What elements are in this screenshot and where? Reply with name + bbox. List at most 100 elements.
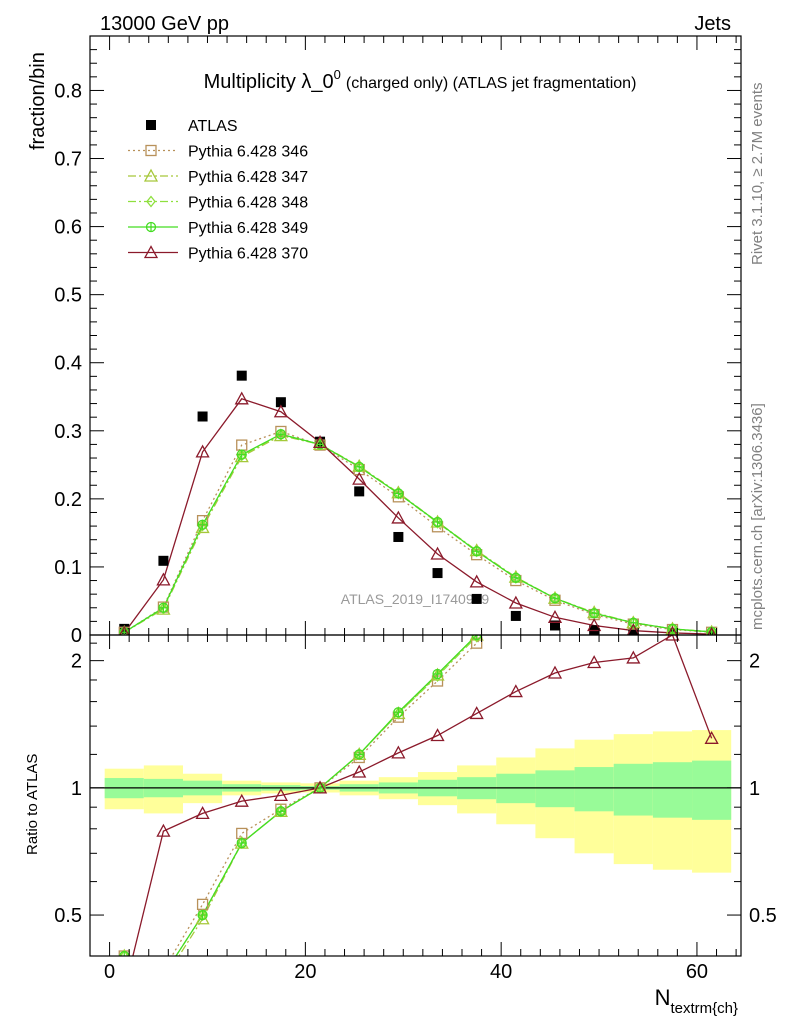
main-point-series-5 <box>195 444 210 458</box>
x-tick-label: 20 <box>294 961 316 983</box>
main-point-series-5 <box>547 609 563 623</box>
ratio-y-tick-label-left: 2 <box>71 651 82 673</box>
legend-entry-series-2: Pythia 6.428 347 <box>128 168 308 186</box>
ratio-point-series-5 <box>195 806 210 820</box>
main-point-series-5 <box>430 546 445 560</box>
ratio-band-inner <box>535 770 575 808</box>
main-point-series-4 <box>432 516 443 528</box>
main-ylabel: fraction/bin <box>27 52 49 150</box>
ratio-line-series-5 <box>132 635 713 956</box>
legend-marker <box>146 195 156 208</box>
main-point-series-0 <box>275 397 286 408</box>
main-point-series-5 <box>391 510 406 524</box>
legend-label: Pythia 6.428 348 <box>188 195 308 212</box>
main-point-series-5 <box>707 626 717 635</box>
ratio-uncertainty-bands <box>104 730 732 873</box>
ratio-point-series-4 <box>275 806 287 817</box>
main-point-series-3 <box>706 625 717 635</box>
ratio-point-series-5 <box>234 793 249 807</box>
ratio-point-series-3 <box>471 635 482 643</box>
ratio-band-inner <box>574 767 614 812</box>
main-point-series-3 <box>276 428 286 441</box>
main-point-series-0 <box>628 627 639 635</box>
main-line-series-4 <box>123 433 712 633</box>
x-axis-label: Ntextrm{ch} <box>655 985 738 1017</box>
main-point-series-0 <box>393 531 404 542</box>
ratio-point-series-4 <box>354 749 365 760</box>
legend-marker <box>143 168 159 182</box>
legend-entry-series-0: ATLAS <box>146 118 238 135</box>
legend-label: Pythia 6.428 347 <box>188 169 308 186</box>
ratio-point-series-5 <box>665 635 680 641</box>
main-point-series-3 <box>236 449 247 462</box>
main-y-tick-label: 0.7 <box>54 149 82 171</box>
main-point-series-4 <box>393 488 404 499</box>
main-point-series-5 <box>667 625 678 635</box>
ratio-point-series-4 <box>432 668 443 680</box>
main-y-tick-label: 0 <box>71 625 82 647</box>
ratio-line-series-1 <box>124 635 485 956</box>
main-y-tick-label: 0.1 <box>54 557 82 579</box>
ratio-band-inner <box>652 762 693 818</box>
main-y-tick-label: 0.5 <box>54 285 82 307</box>
x-tick-label: 0 <box>104 961 115 983</box>
main-y-tick-label: 0.4 <box>54 353 82 375</box>
main-point-series-5 <box>312 435 328 449</box>
main-point-series-5 <box>508 595 523 609</box>
main-point-series-0 <box>550 620 560 631</box>
legend-marker <box>143 245 159 259</box>
main-axis-ticks: 0 0.1 0.2 0.3 0.4 0.5 0.6 0.7 0.8 <box>54 49 741 647</box>
ratio-point-series-5 <box>508 684 523 698</box>
ratio-y-tick-label-left: 0.5 <box>54 905 82 927</box>
ratio-point-series-5 <box>312 780 328 794</box>
ratio-line-series-2 <box>124 635 478 956</box>
main-series-markers <box>118 370 718 635</box>
main-y-tick-label: 0.3 <box>54 421 82 443</box>
main-y-tick-label: 0.6 <box>54 217 82 239</box>
main-point-series-3 <box>158 602 169 615</box>
main-point-series-5 <box>352 471 367 485</box>
ratio-point-series-5 <box>430 728 445 742</box>
ratio-series-lines <box>124 635 713 956</box>
main-point-series-0 <box>158 555 169 566</box>
x-axis-label-sub: textrm{ch} <box>670 1000 738 1017</box>
ratio-point-series-5 <box>352 764 367 778</box>
main-point-series-5 <box>587 618 602 632</box>
ratio-y-tick-label-right: 0.5 <box>749 905 777 927</box>
ratio-point-series-5 <box>704 730 719 744</box>
main-point-series-0 <box>354 486 365 497</box>
main-point-series-4 <box>275 429 287 440</box>
main-point-series-4 <box>354 461 365 473</box>
ratio-point-series-5 <box>469 706 484 720</box>
ratio-axis-ticks: 0.5 0.5 1 1 2 2 <box>54 642 777 927</box>
main-point-series-5 <box>273 404 288 418</box>
ratio-series-markers <box>118 635 719 956</box>
ratio-point-series-4 <box>197 909 208 921</box>
main-line-series-5 <box>123 398 712 635</box>
main-point-series-4 <box>236 449 247 460</box>
legend-marker <box>146 120 156 130</box>
legend-entry-series-3: Pythia 6.428 348 <box>128 195 308 212</box>
legend-label: ATLAS <box>188 118 238 135</box>
legend-label: Pythia 6.428 346 <box>188 144 308 161</box>
main-point-series-5 <box>119 625 130 635</box>
header-left: 13000 GeV pp <box>100 13 229 35</box>
legend-marker <box>145 144 157 157</box>
main-point-series-0 <box>432 568 443 579</box>
side-label-rivet: Rivet 3.1.10, ≥ 2.7M events <box>749 83 766 266</box>
ratio-point-series-4 <box>236 837 247 849</box>
ratio-point-series-4 <box>119 950 130 956</box>
main-point-series-3 <box>197 519 208 532</box>
legend-label: Pythia 6.428 349 <box>188 220 308 237</box>
ratio-y-tick-label-right: 2 <box>749 651 760 673</box>
main-point-series-4 <box>158 602 169 613</box>
ratio-point-series-5 <box>547 665 563 679</box>
main-point-series-5 <box>469 574 484 588</box>
main-point-series-4 <box>549 593 561 604</box>
main-y-tick-label: 0.2 <box>54 489 82 511</box>
x-axis-ticks: 0 20 40 60 <box>104 36 737 983</box>
ratio-point-series-4 <box>471 635 482 641</box>
legend-marker <box>145 221 157 233</box>
chart-title-main: Multiplicity λ_0 <box>204 71 334 93</box>
